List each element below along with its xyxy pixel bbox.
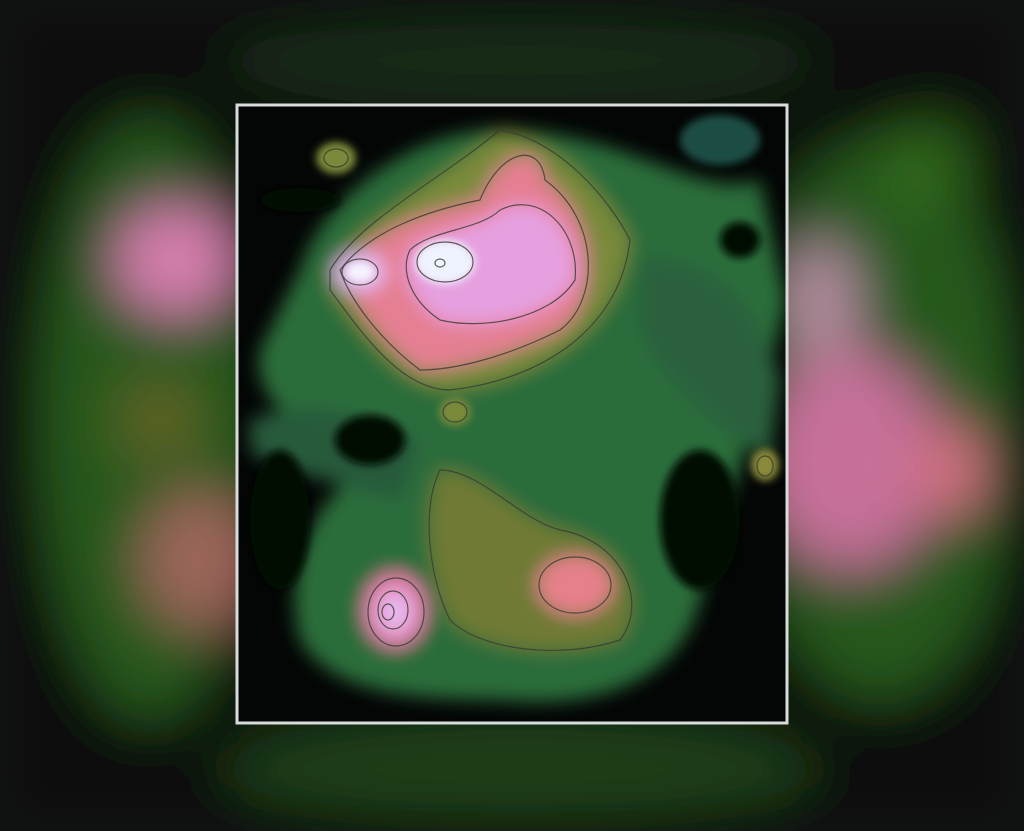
inset-frame (235, 103, 789, 725)
inset-image (238, 106, 786, 722)
contours (323, 129, 774, 652)
